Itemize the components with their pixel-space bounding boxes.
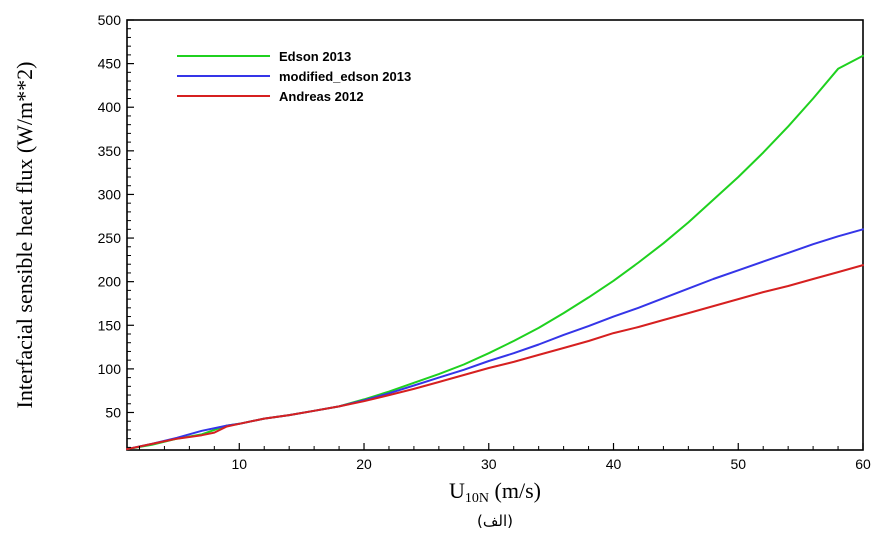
- y-tick-label: 150: [98, 317, 122, 333]
- x-axis-ticks: 10 20 30 40 50 60: [138, 443, 871, 472]
- x-tick-label: 20: [356, 456, 372, 472]
- x-tick-label: 50: [730, 456, 746, 472]
- y-tick-label: 250: [98, 230, 122, 246]
- legend-label-1: Edson 2013: [279, 49, 351, 64]
- y-tick-label: 450: [98, 56, 122, 72]
- x-tick-label: 60: [855, 456, 871, 472]
- series-layer: [126, 54, 864, 451]
- x-axis-title-main: U: [449, 478, 465, 503]
- legend-label-2: modified_edson 2013: [279, 69, 411, 84]
- x-axis-title-unit: (m/s): [489, 478, 541, 503]
- figure-caption: (الف): [477, 512, 513, 530]
- y-tick-label: 350: [98, 143, 122, 159]
- x-tick-label: 30: [481, 456, 497, 472]
- y-tick-label: 100: [98, 361, 122, 377]
- series-line-3: [126, 264, 864, 451]
- plot-area: [126, 19, 864, 451]
- y-tick-label: 50: [105, 404, 121, 420]
- y-axis-ticks: 50 100 150 200 250 300 350 400 450 500: [98, 12, 134, 448]
- y-axis-title: Interfacial sensible heat flux (W/m**2): [12, 62, 37, 409]
- y-tick-label: 500: [98, 12, 122, 28]
- x-tick-label: 40: [606, 456, 622, 472]
- x-axis-title: U10N (m/s): [449, 478, 541, 506]
- legend: Edson 2013 modified_edson 2013 Andreas 201…: [177, 49, 411, 104]
- y-tick-label: 300: [98, 186, 122, 202]
- y-tick-label: 400: [98, 99, 122, 115]
- x-axis-title-subscript: 10N: [465, 491, 489, 506]
- x-tick-label: 10: [231, 456, 247, 472]
- legend-label-3: Andreas 2012: [279, 89, 364, 104]
- y-tick-label: 200: [98, 274, 122, 290]
